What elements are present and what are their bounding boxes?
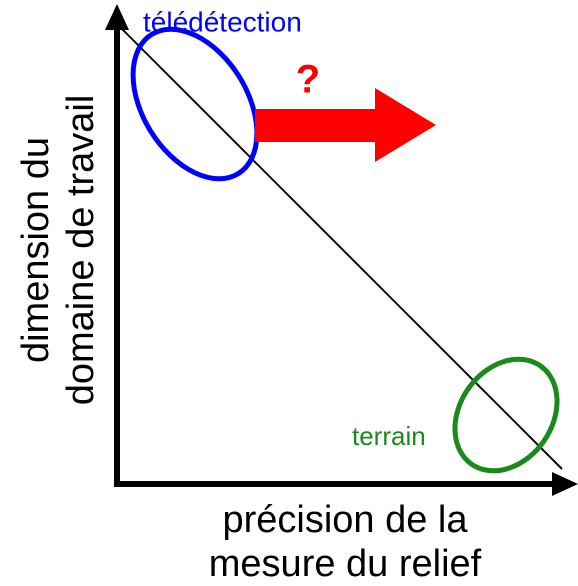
field-label: terrain — [352, 421, 426, 451]
y-axis-label: domaine de travail — [60, 95, 102, 406]
remote-sensing-ellipse — [130, 26, 260, 182]
field-ellipse — [452, 356, 560, 474]
arrow-shaft — [255, 109, 377, 142]
y-axis-arrowhead — [105, 4, 129, 30]
diagonal — [116, 23, 563, 470]
question-mark: ? — [296, 58, 320, 102]
x-axis-label: mesure du relief — [209, 543, 482, 585]
remote-sensing-label: télédétection — [143, 6, 302, 37]
arrow-head — [375, 88, 436, 162]
y-axis-label: dimension du — [15, 137, 57, 363]
x-axis-arrowhead — [552, 472, 578, 496]
x-axis-label: précision de la — [222, 499, 468, 541]
